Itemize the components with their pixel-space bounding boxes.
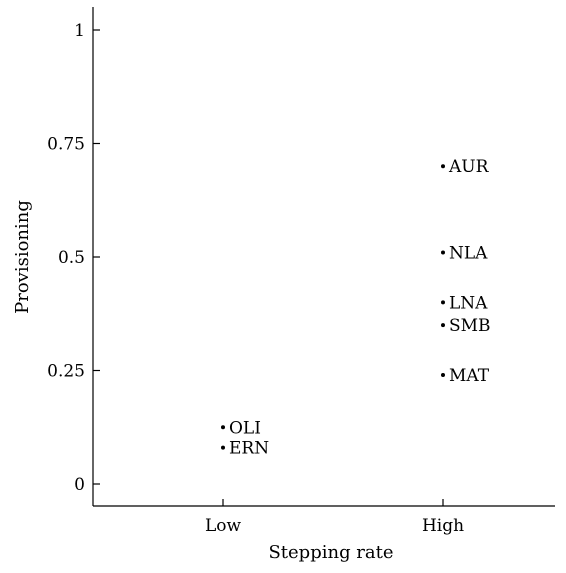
- data-point: [441, 164, 445, 169]
- x-axis-title: Stepping rate: [268, 542, 393, 563]
- data-point-label: NLA: [449, 243, 488, 263]
- y-tick-label: 0.75: [47, 135, 85, 155]
- data-point-label: AUR: [448, 157, 490, 177]
- x-tick-label: High: [422, 516, 464, 536]
- data-point: [441, 250, 445, 255]
- data-point: [441, 373, 445, 378]
- y-tick-label: 1: [74, 21, 85, 41]
- y-tick-label: 0.5: [58, 248, 85, 268]
- x-ticks: Low High: [205, 499, 464, 536]
- data-point-label: MAT: [449, 366, 490, 386]
- x-tick-label: Low: [205, 516, 242, 536]
- y-axis-title: Provisioning: [12, 200, 33, 314]
- y-tick-label: 0.25: [47, 362, 85, 382]
- data-point: [441, 323, 445, 328]
- y-tick-label: 0: [74, 475, 85, 495]
- data-point-label: SMB: [449, 316, 491, 336]
- data-point-label: LNA: [449, 293, 488, 313]
- y-ticks: 0 0.25 0.5 0.75 1: [47, 21, 100, 495]
- data-point: [441, 300, 445, 305]
- data-point-label: ERN: [229, 439, 269, 459]
- data-point: [221, 425, 225, 430]
- data-point: [221, 445, 225, 450]
- data-point-label: OLI: [229, 418, 261, 438]
